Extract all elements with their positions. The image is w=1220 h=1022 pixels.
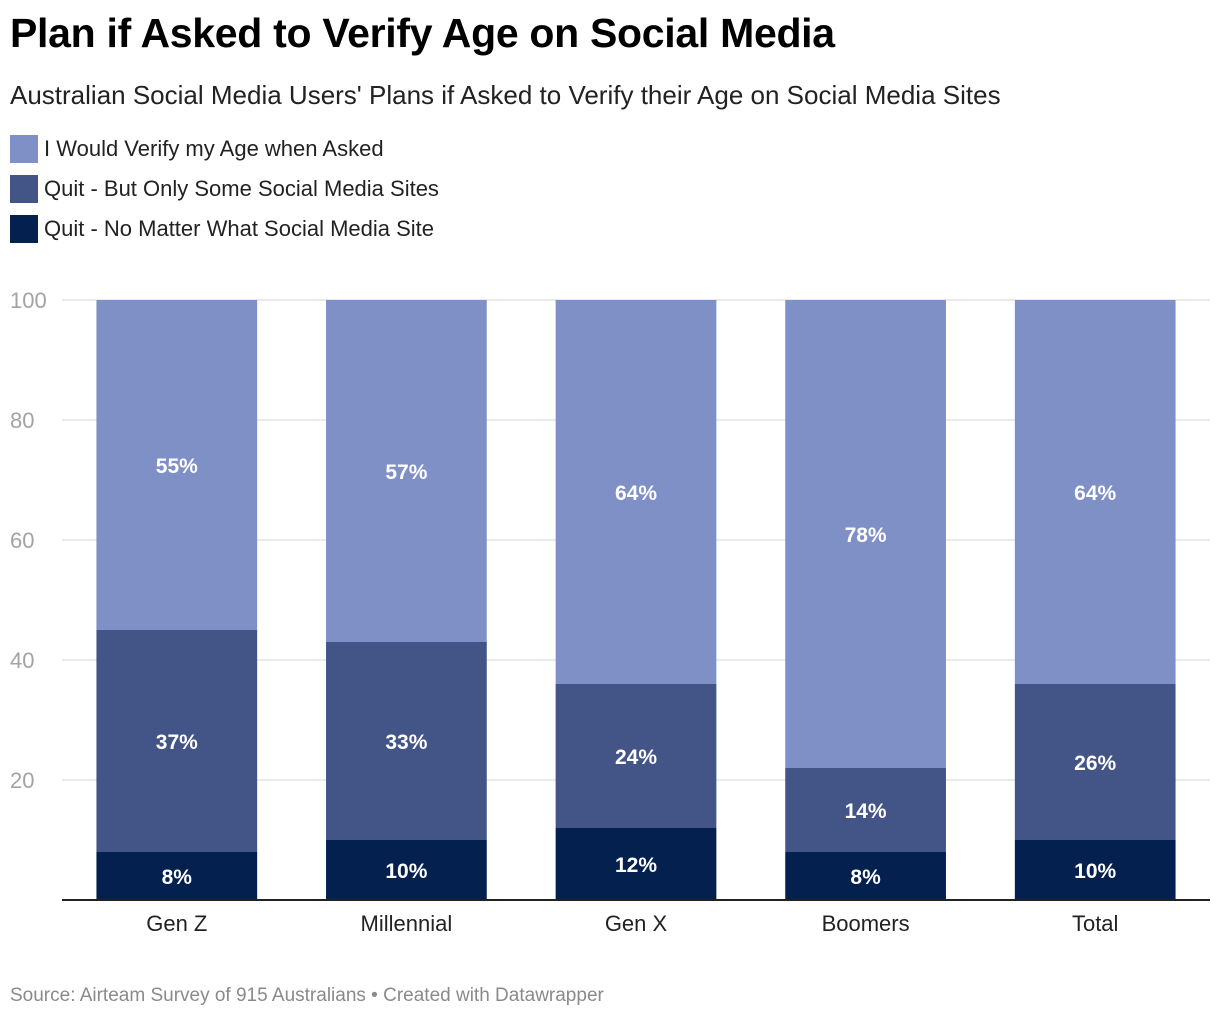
bar-millennial-series-0 (326, 840, 487, 900)
data-label-boomers-series-2: 78% (845, 524, 887, 547)
bar-gen-x-series-1 (555, 684, 717, 828)
bar-boomers-series-1 (785, 768, 946, 852)
data-label-total-series-2: 64% (1074, 482, 1116, 505)
legend-item-quit-some: Quit - But Only Some Social Media Sites (10, 175, 439, 203)
x-tick-label-gen-x: Gen X (605, 911, 668, 936)
data-label-millennial-series-0: 10% (385, 860, 427, 883)
data-label-boomers-series-0: 8% (850, 866, 881, 889)
chart-subtitle: Australian Social Media Users' Plans if … (10, 80, 1001, 110)
data-label-gen-z-series-0: 8% (162, 866, 193, 889)
bar-gen-x-series-0 (555, 828, 717, 900)
bar-total-series-1 (1014, 684, 1176, 840)
legend-swatch-quit-all (10, 215, 38, 243)
legend-label-quit-all: Quit - No Matter What Social Media Site (44, 216, 435, 241)
bar-millennial-series-1 (326, 642, 487, 840)
data-label-total-series-1: 26% (1074, 752, 1116, 775)
bar-boomers-series-2 (785, 300, 946, 768)
bar-gen-z-series-0 (96, 852, 258, 900)
bar-gen-z-series-2 (96, 300, 258, 630)
legend-swatch-quit-some (10, 175, 38, 203)
x-tick-label-millennial: Millennial (361, 911, 453, 936)
x-tick-label-boomers: Boomers (822, 911, 910, 936)
data-label-gen-z-series-2: 55% (156, 455, 198, 478)
bar-gen-x-series-2 (555, 300, 717, 684)
data-label-gen-x-series-1: 24% (615, 746, 657, 769)
source-footer: Source: Airteam Survey of 915 Australian… (10, 985, 604, 1006)
data-label-boomers-series-1: 14% (845, 800, 887, 823)
data-label-total-series-0: 10% (1074, 860, 1116, 883)
data-label-millennial-series-2: 57% (385, 461, 427, 484)
legend-swatch-verify (10, 135, 38, 163)
data-label-gen-x-series-0: 12% (615, 854, 657, 877)
y-tick-label-80: 80 (10, 408, 34, 433)
y-tick-label-60: 60 (10, 528, 34, 553)
bar-boomers-series-0 (785, 852, 946, 900)
stacked-bar-chart: 20 40 60 80 100 8% 37% 55% Gen Z 10% 33% 57% Millenn… (10, 288, 1210, 936)
legend-item-verify: I Would Verify my Age when Asked (10, 135, 439, 163)
y-tick-label-100: 100 (10, 288, 47, 313)
legend: I Would Verify my Age when Asked Quit - … (10, 135, 439, 255)
chart-title: Plan if Asked to Verify Age on Social Me… (10, 10, 835, 56)
data-label-gen-x-series-2: 64% (615, 482, 657, 505)
data-label-millennial-series-1: 33% (385, 731, 427, 754)
legend-label-quit-some: Quit - But Only Some Social Media Sites (44, 176, 439, 201)
data-label-gen-z-series-1: 37% (156, 731, 198, 754)
legend-label-verify: I Would Verify my Age when Asked (44, 136, 384, 161)
bar-gen-z-series-1 (96, 630, 258, 852)
x-tick-label-total: Total (1072, 911, 1118, 936)
y-tick-label-20: 20 (10, 768, 34, 793)
y-tick-label-40: 40 (10, 648, 34, 673)
bar-millennial-series-2 (326, 300, 487, 642)
bar-total-series-2 (1014, 300, 1176, 684)
x-tick-label-gen-z: Gen Z (146, 911, 207, 936)
bar-total-series-0 (1014, 840, 1176, 900)
legend-item-quit-all: Quit - No Matter What Social Media Site (10, 215, 439, 243)
